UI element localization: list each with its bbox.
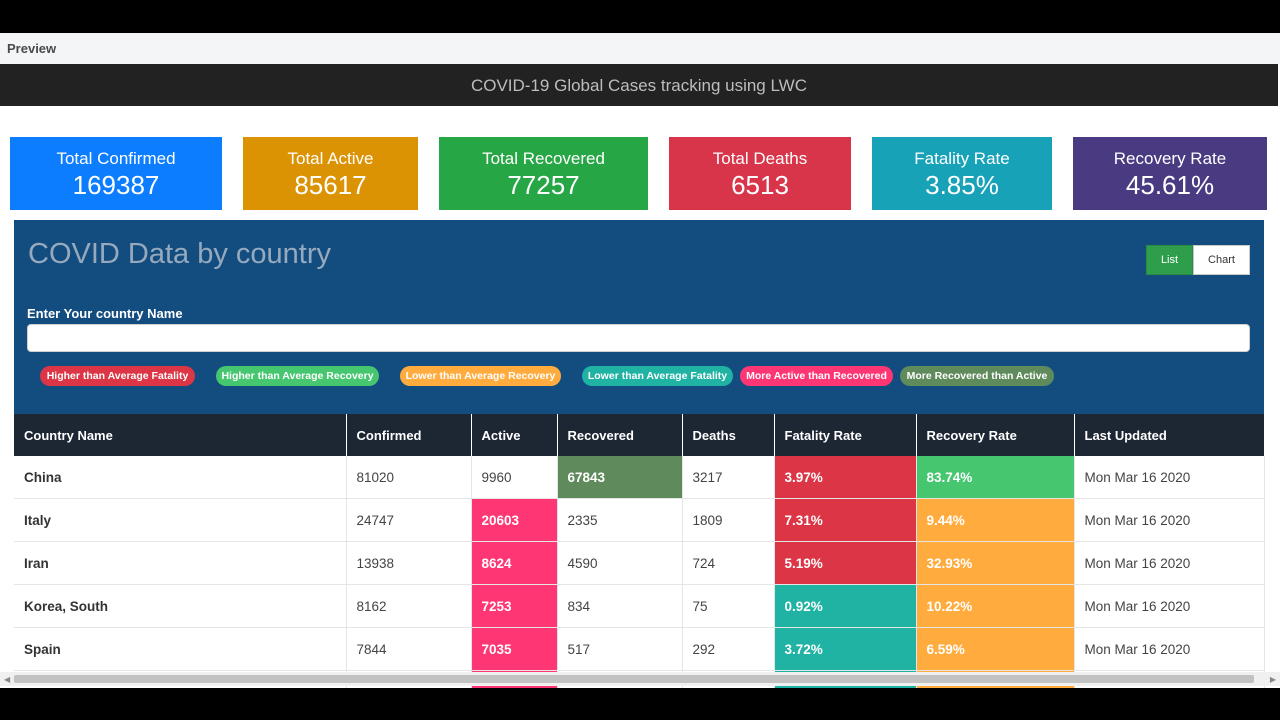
cell-last-updated: Mon Mar 16 2020 [1074,584,1265,628]
card-label: Fatality Rate [914,149,1010,168]
cell-confirmed: 81020 [346,456,472,499]
cell-fatality-rate: 5.19% [774,541,917,585]
cell-deaths: 3217 [682,456,775,499]
preview-bar: Preview [0,33,1280,65]
cell-deaths: 292 [682,627,775,671]
cell-active: 7035 [471,627,558,671]
cell-deaths: 724 [682,541,775,585]
table-row[interactable]: Italy 24747 20603 2335 1809 7.31% 9.44% … [14,498,1265,542]
cell-recovery-rate: 10.22% [916,584,1075,628]
cell-recovered: 834 [557,584,683,628]
cell-active: 20603 [471,498,558,542]
card-label: Total Active [287,149,374,168]
cell-recovery-rate: 6.59% [916,627,1075,671]
card-value: 6513 [731,170,789,200]
list-view-button[interactable]: List [1146,245,1193,275]
cell-last-updated: Mon Mar 16 2020 [1074,541,1265,585]
header-recovery-rate[interactable]: Recovery Rate [916,414,1075,456]
cell-deaths: 75 [682,584,775,628]
legend-higher-recovery: Higher than Average Recovery [216,366,379,386]
cell-deaths: 1809 [682,498,775,542]
table-row[interactable]: Korea, South 8162 7253 834 75 0.92% 10.2… [14,584,1265,628]
table-header-row: Country Name Confirmed Active Recovered … [14,414,1264,456]
cell-confirmed: 13938 [346,541,472,585]
country-data-panel: COVID Data by country List Chart Enter Y… [14,220,1264,414]
cell-recovered: 4590 [557,541,683,585]
total-active-card: Total Active 85617 [243,137,418,210]
header-fatality-rate[interactable]: Fatality Rate [774,414,917,456]
cell-confirmed: 7844 [346,627,472,671]
card-value: 45.61% [1125,170,1215,200]
cell-recovered: 67843 [557,456,683,499]
header-deaths[interactable]: Deaths [682,414,775,456]
fatality-rate-card: Fatality Rate 3.85% [872,137,1052,210]
header-active[interactable]: Active [471,414,558,456]
scroll-right-arrow-icon[interactable]: ▶ [1269,675,1276,684]
table-row[interactable]: Spain 7844 7035 517 292 3.72% 6.59% Mon … [14,627,1265,671]
preview-label: Preview [7,41,57,56]
window-top-bar [0,0,1280,33]
cell-recovered: 517 [557,627,683,671]
header-recovered[interactable]: Recovered [557,414,683,456]
cell-recovered: 2335 [557,498,683,542]
legend-lower-recovery: Lower than Average Recovery [400,366,561,386]
country-search-input[interactable] [27,324,1250,352]
cell-confirmed: 8162 [346,584,472,628]
header-last-updated[interactable]: Last Updated [1074,414,1264,456]
cell-confirmed: 24747 [346,498,472,542]
app-header: COVID-19 Global Cases tracking using LWC [0,64,1278,106]
card-value: 85617 [294,170,367,200]
scroll-left-arrow-icon[interactable]: ◀ [4,675,11,684]
country-input-label: Enter Your country Name [27,306,183,321]
cell-active: 8624 [471,541,558,585]
legend-higher-fatality: Higher than Average Fatality [40,366,195,386]
cell-recovery-rate: 9.44% [916,498,1075,542]
window-bottom-bar [0,688,1280,720]
legend-more-active: More Active than Recovered [740,366,893,386]
header-country-name[interactable]: Country Name [14,414,347,456]
card-value: 169387 [72,170,160,200]
total-deaths-card: Total Deaths 6513 [669,137,851,210]
country-table-wrapper: Country Name Confirmed Active Recovered … [14,414,1265,688]
cell-last-updated: Mon Mar 16 2020 [1074,456,1265,499]
cell-recovery-rate: 32.93% [916,541,1075,585]
country-table: Country Name Confirmed Active Recovered … [14,414,1265,688]
panel-title: COVID Data by country [28,238,331,270]
card-label: Total Recovered [482,149,605,168]
total-recovered-card: Total Recovered 77257 [439,137,648,210]
cell-country: Iran [14,541,347,585]
cell-last-updated: Mon Mar 16 2020 [1074,627,1265,671]
recovery-rate-card: Recovery Rate 45.61% [1073,137,1267,210]
header-confirmed[interactable]: Confirmed [346,414,472,456]
cell-recovery-rate: 83.74% [916,456,1075,499]
horizontal-scrollbar[interactable]: ◀ ▶ [0,672,1280,686]
cell-fatality-rate: 3.97% [774,456,917,499]
cell-active: 9960 [471,456,558,499]
app-title: COVID-19 Global Cases tracking using LWC [470,76,808,95]
table-row[interactable]: Iran 13938 8624 4590 724 5.19% 32.93% Mo… [14,541,1265,585]
scrollbar-thumb[interactable] [14,675,1254,683]
cell-country: Spain [14,627,347,671]
cell-country: Italy [14,498,347,542]
total-confirmed-card: Total Confirmed 169387 [10,137,222,210]
cell-country: Korea, South [14,584,347,628]
card-label: Total Confirmed [56,149,176,168]
table-row[interactable]: China 81020 9960 67843 3217 3.97% 83.74%… [14,456,1265,499]
app-area: COVID-19 Global Cases tracking using LWC… [0,64,1280,688]
legend-more-recovered: More Recovered than Active [900,366,1054,386]
cell-fatality-rate: 3.72% [774,627,917,671]
chart-view-button[interactable]: Chart [1193,245,1250,275]
cell-country: China [14,456,347,499]
cell-last-updated: Mon Mar 16 2020 [1074,498,1265,542]
card-label: Recovery Rate [1113,149,1227,168]
card-value: 3.85% [925,170,999,200]
legend-lower-fatality: Lower than Average Fatality [582,366,733,386]
card-label: Total Deaths [712,149,808,168]
card-value: 77257 [507,170,580,200]
cell-fatality-rate: 0.92% [774,584,917,628]
cell-active: 7253 [471,584,558,628]
cell-fatality-rate: 7.31% [774,498,917,542]
